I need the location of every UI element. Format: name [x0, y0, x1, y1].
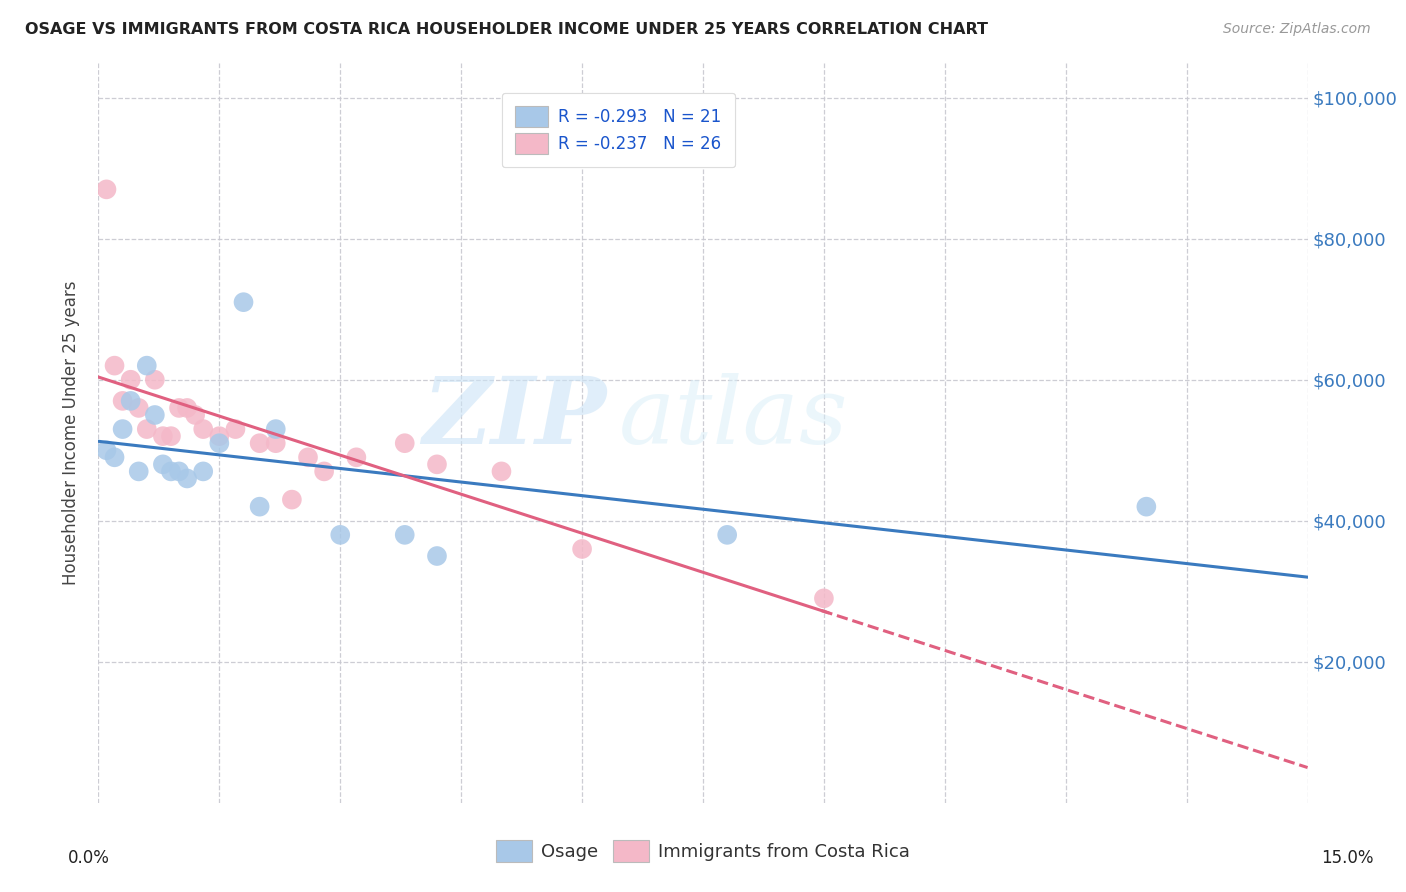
Point [135, 422, 157, 436]
Point [394, 436, 416, 450]
Text: 15.0%: 15.0% [1320, 849, 1374, 867]
Text: atlas: atlas [619, 373, 848, 463]
Legend: Osage, Immigrants from Costa Rica: Osage, Immigrants from Costa Rica [489, 833, 917, 870]
Point [103, 450, 125, 465]
Point [120, 373, 142, 387]
Point [160, 464, 183, 478]
Point [208, 436, 231, 450]
Point [176, 401, 198, 415]
Point [152, 429, 174, 443]
Point [184, 408, 207, 422]
Point [249, 500, 271, 514]
Text: OSAGE VS IMMIGRANTS FROM COSTA RICA HOUSEHOLDER INCOME UNDER 25 YEARS CORRELATIO: OSAGE VS IMMIGRANTS FROM COSTA RICA HOUS… [25, 22, 988, 37]
Point [135, 359, 157, 373]
Point [264, 422, 287, 436]
Point [281, 492, 304, 507]
Point [193, 464, 215, 478]
Point [111, 422, 134, 436]
Point [143, 408, 166, 422]
Point [224, 422, 246, 436]
Point [491, 464, 513, 478]
Point [329, 528, 352, 542]
Point [128, 464, 150, 478]
Point [96, 182, 118, 196]
Legend: R = -0.293   N = 21, R = -0.237   N = 26: R = -0.293 N = 21, R = -0.237 N = 26 [502, 93, 735, 167]
Point [160, 429, 183, 443]
Text: Source: ZipAtlas.com: Source: ZipAtlas.com [1223, 22, 1371, 37]
Point [120, 393, 142, 408]
Point [152, 458, 174, 472]
Point [176, 471, 198, 485]
Y-axis label: Householder Income Under 25 years: Householder Income Under 25 years [62, 280, 80, 585]
Point [297, 450, 319, 465]
Point [208, 429, 231, 443]
Point [128, 401, 150, 415]
Point [314, 464, 336, 478]
Text: 0.0%: 0.0% [67, 849, 110, 867]
Point [167, 401, 190, 415]
Point [96, 443, 118, 458]
Point [571, 541, 593, 556]
Point [426, 549, 449, 563]
Text: ZIP: ZIP [422, 373, 606, 463]
Point [111, 393, 134, 408]
Point [143, 373, 166, 387]
Point [264, 436, 287, 450]
Point [426, 458, 449, 472]
Point [813, 591, 835, 606]
Point [232, 295, 254, 310]
Point [716, 528, 738, 542]
Point [167, 464, 190, 478]
Point [344, 450, 367, 465]
Point [193, 422, 215, 436]
Point [1135, 500, 1157, 514]
Point [103, 359, 125, 373]
Point [394, 528, 416, 542]
Point [249, 436, 271, 450]
